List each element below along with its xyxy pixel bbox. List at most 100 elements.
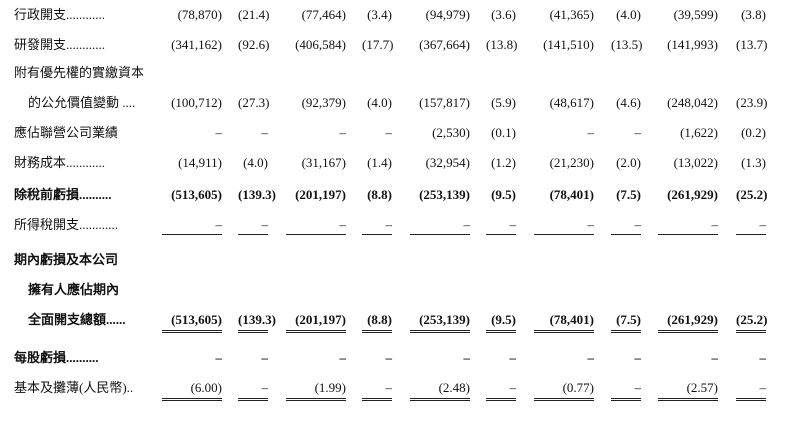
cell: – <box>215 350 223 365</box>
cell: (261,929) <box>667 187 718 202</box>
row-label: 除稅前虧損.......... <box>14 187 112 202</box>
cell: – <box>634 350 642 365</box>
cell: (367,664) <box>419 37 470 52</box>
cell: (78,401) <box>534 311 594 333</box>
cell: – <box>410 216 470 235</box>
cell: (8.8) <box>367 187 392 202</box>
cell: – <box>759 350 767 365</box>
cell: (7.5) <box>611 311 641 333</box>
row-label: 全面開支總額...... <box>28 312 126 327</box>
cell: (23.9) <box>736 95 768 110</box>
row-label: 基本及攤薄(人民幣).. <box>14 380 134 395</box>
cell: (25.2) <box>736 187 768 202</box>
cell: (2.57) <box>658 379 718 401</box>
cell: (2,530) <box>432 125 470 140</box>
cell: (0.2) <box>741 125 766 140</box>
cell: – <box>339 350 347 365</box>
row-label: 附有優先權的實繳資本 <box>14 65 145 80</box>
row-label: 的公允價值變動 .... <box>28 95 136 110</box>
cell: (7.5) <box>616 187 641 202</box>
cell: (513,605) <box>171 187 222 202</box>
cell: (141,993) <box>667 37 718 52</box>
row-label: 每股虧損.......... <box>14 350 99 365</box>
cell: – <box>385 125 393 140</box>
cell: (13.7) <box>736 37 768 52</box>
cell: (3.6) <box>491 7 516 22</box>
cell: (4.6) <box>616 95 641 110</box>
cell: (39,599) <box>673 7 718 22</box>
cell: (13.8) <box>486 37 518 52</box>
cell: – <box>463 350 471 365</box>
row-label: 所得稅開支............ <box>14 217 119 232</box>
row-label: 應佔聯營公司業績 <box>14 125 119 140</box>
cell: (261,929) <box>658 311 718 333</box>
cell: (1.2) <box>491 155 516 170</box>
cell: – <box>238 216 268 235</box>
cell: (4.0) <box>243 155 268 170</box>
cell: (0.1) <box>491 125 516 140</box>
cell: – <box>286 216 346 235</box>
cell: (32,954) <box>425 155 470 170</box>
cell: (513,605) <box>162 311 222 333</box>
cell: (1.4) <box>367 155 392 170</box>
cell: (13,022) <box>673 155 718 170</box>
cell: – <box>534 216 594 235</box>
cell: (77,464) <box>301 7 346 22</box>
cell: – <box>736 216 766 235</box>
row-label: 擁有人應佔期內 <box>28 282 120 297</box>
cell: (157,817) <box>419 95 470 110</box>
cell: (3.8) <box>741 7 766 22</box>
cell: – <box>362 216 392 235</box>
cell: (1,622) <box>680 125 718 140</box>
cell: – <box>658 216 718 235</box>
cell: (3.4) <box>367 7 392 22</box>
cell: (92,379) <box>301 95 346 110</box>
cell: (253,139) <box>410 311 470 333</box>
cell: – <box>711 350 719 365</box>
cell: (94,979) <box>425 7 470 22</box>
cell: (6.00) <box>162 379 222 401</box>
cell: (100,712) <box>171 95 222 110</box>
cell: (31,167) <box>301 155 346 170</box>
cell: (4.0) <box>367 95 392 110</box>
cell: (139.3) <box>238 187 276 202</box>
cell: – <box>238 379 268 401</box>
cell: – <box>611 216 641 235</box>
cell: (78,870) <box>177 7 222 22</box>
cell: (139.3) <box>238 311 276 333</box>
cell: (5.9) <box>491 95 516 110</box>
cell: (201,197) <box>286 311 346 333</box>
cell: (406,584) <box>295 37 346 52</box>
cell: (9.5) <box>491 187 516 202</box>
cell: – <box>486 216 516 235</box>
cell: (25.2) <box>736 311 767 333</box>
cell: (2.48) <box>410 379 470 401</box>
row-label: 研發開支............ <box>14 37 106 52</box>
cell: (9.5) <box>486 311 516 333</box>
cell: – <box>634 125 642 140</box>
cell: (141,510) <box>543 37 594 52</box>
cell: (8.8) <box>362 311 392 333</box>
cell: (14,911) <box>178 155 222 170</box>
cell: (248,042) <box>667 95 718 110</box>
cell: – <box>162 216 222 235</box>
row-label: 行政開支............ <box>14 7 106 22</box>
cell: (1.99) <box>286 379 346 401</box>
cell: – <box>215 125 223 140</box>
cell: (2.0) <box>616 155 641 170</box>
cell: (21,230) <box>549 155 594 170</box>
cell: – <box>736 379 766 401</box>
cell: – <box>587 350 595 365</box>
cell: – <box>486 379 516 401</box>
row-label: 財務成本............ <box>14 155 106 170</box>
cell: (17.7) <box>362 37 394 52</box>
cell: (92.6) <box>238 37 270 52</box>
cell: – <box>611 379 641 401</box>
cell: (4.0) <box>616 7 641 22</box>
cell: (78,401) <box>549 187 594 202</box>
cell: (27.3) <box>238 95 270 110</box>
cell: – <box>385 350 393 365</box>
cell: (41,365) <box>549 7 594 22</box>
cell: – <box>587 125 595 140</box>
